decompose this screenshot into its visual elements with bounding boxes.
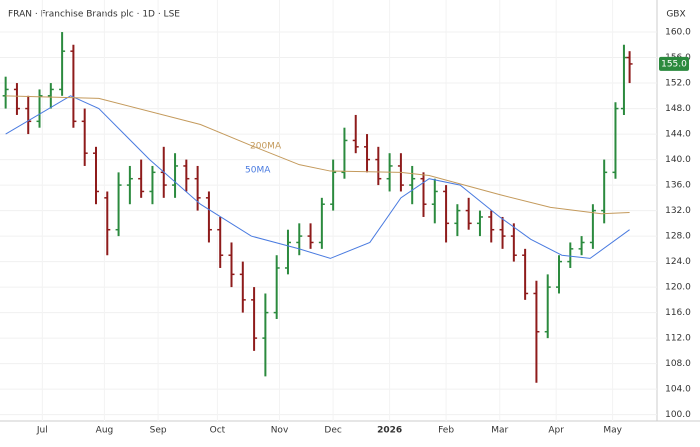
last-price-label: 155.0 xyxy=(661,59,687,69)
x-tick-label: May xyxy=(603,426,622,436)
last-price-tag xyxy=(659,56,689,71)
moving-average xyxy=(5,95,630,259)
x-tick-label: Sep xyxy=(150,426,167,436)
y-tick-label: 116.0 xyxy=(665,308,691,318)
y-tick-label: 108.0 xyxy=(665,359,691,369)
x-tick-label: Nov xyxy=(271,426,289,436)
x-tick-label: Dec xyxy=(324,426,341,436)
y-tick-label: 100.0 xyxy=(665,410,691,420)
y-tick-label: 144.0 xyxy=(665,130,691,140)
y-tick-label: 148.0 xyxy=(665,104,691,114)
y-tick-label: 104.0 xyxy=(665,385,691,395)
x-tick-label: Jul xyxy=(36,426,48,436)
ma-label: 50MA xyxy=(245,166,271,176)
y-tick-label: 112.0 xyxy=(665,334,691,344)
currency-label: GBX xyxy=(666,10,685,20)
y-tick-label: 152.0 xyxy=(665,79,691,89)
x-tick-label: Feb xyxy=(438,426,454,436)
y-tick-label: 128.0 xyxy=(665,232,691,242)
y-tick-label: 160.0 xyxy=(665,28,691,38)
x-tick-label: Apr xyxy=(548,426,564,436)
y-tick-label: 136.0 xyxy=(665,181,691,191)
ma-label: 200MA xyxy=(250,142,282,152)
y-tick-label: 120.0 xyxy=(665,283,691,293)
y-tick-label: 140.0 xyxy=(665,155,691,165)
x-tick-label: Oct xyxy=(210,426,226,436)
x-tick-label: Aug xyxy=(96,426,114,436)
x-tick-label: 2026 xyxy=(377,426,402,436)
y-tick-label: 132.0 xyxy=(665,206,691,216)
chart-title: FRAN · Franchise Brands plc · 1D · LSE xyxy=(8,10,180,20)
moving-average xyxy=(5,95,630,215)
x-tick-label: Mar xyxy=(491,426,508,436)
y-tick-label: 124.0 xyxy=(665,257,691,267)
